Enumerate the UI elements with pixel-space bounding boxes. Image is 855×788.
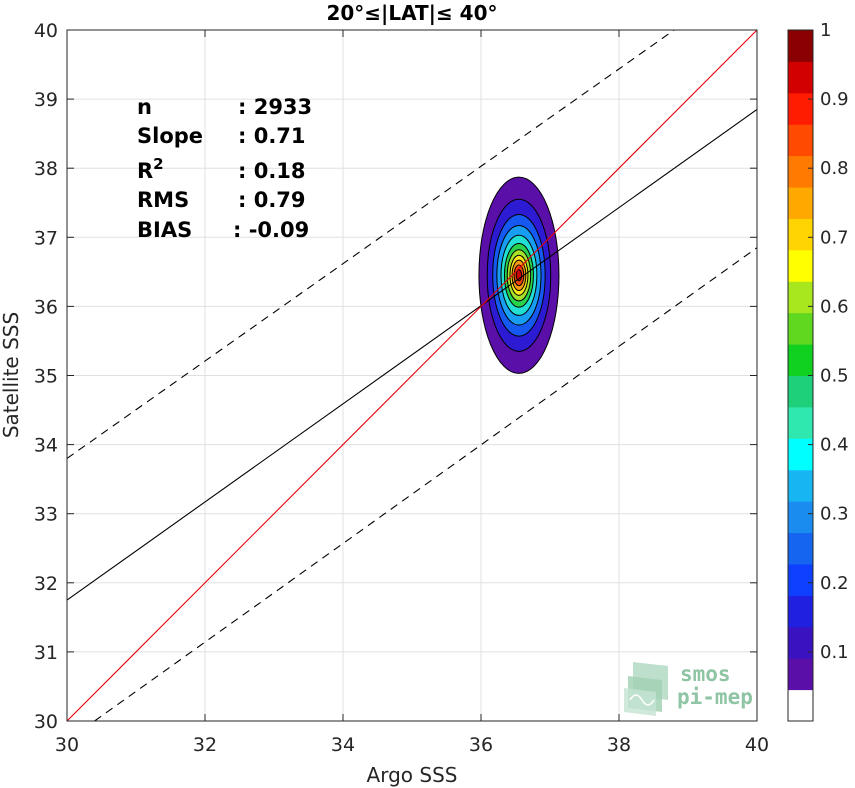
y-tick-label-8: 38 bbox=[34, 158, 58, 180]
colorbar-tick-label-9: 1 bbox=[820, 20, 831, 41]
colorbar-segment-2 bbox=[788, 626, 813, 659]
colorbar-tick-label-3: 0.4 bbox=[820, 435, 849, 456]
stat-key-4: BIAS bbox=[137, 218, 192, 242]
colorbar-segment-15 bbox=[788, 218, 813, 251]
x-tick-label-3: 36 bbox=[469, 734, 493, 756]
colorbar-tick-label-6: 0.7 bbox=[820, 227, 849, 248]
x-axis-ticks: 30 32 34 36 38 40 bbox=[55, 30, 769, 756]
logo-text-line1: smos bbox=[680, 662, 731, 686]
colorbar-segment-13 bbox=[788, 281, 813, 314]
stat-value-2: : 0.18 bbox=[238, 159, 306, 183]
colorbar-segment-4 bbox=[788, 563, 813, 596]
colorbar-segment-1 bbox=[788, 658, 813, 691]
stat-key-0: n bbox=[137, 95, 152, 119]
colorbar-segment-10 bbox=[788, 375, 813, 408]
y-tick-label-7: 37 bbox=[34, 227, 58, 249]
y-tick-label-9: 39 bbox=[34, 89, 58, 111]
y-tick-label-4: 34 bbox=[34, 435, 58, 457]
y-tick-label-5: 35 bbox=[34, 366, 58, 388]
colorbar-segment-14 bbox=[788, 249, 813, 282]
colorbar-tick-label-5: 0.6 bbox=[820, 296, 849, 317]
colorbar-tick-label-0: 0.1 bbox=[820, 642, 849, 663]
y-tick-label-6: 36 bbox=[34, 296, 58, 318]
colorbar-segment-11 bbox=[788, 344, 813, 376]
colorbar-segment-19 bbox=[788, 92, 813, 125]
regression-line bbox=[66, 109, 758, 601]
logo-text-line2: pi-mep bbox=[677, 685, 753, 709]
identity-line bbox=[66, 29, 758, 722]
stat-value-1: : 0.71 bbox=[238, 124, 306, 148]
y-axis-ticks: 30 31 32 33 34 35 36 37 38 39 40 bbox=[34, 20, 757, 733]
stat-value-0: : 2933 bbox=[238, 95, 312, 119]
stat-value-3: : 0.79 bbox=[238, 188, 306, 212]
y-axis-label: Satellite SSS bbox=[0, 312, 23, 438]
colorbar-segment-6 bbox=[788, 501, 813, 534]
smos-pi-mep-logo: smos pi-mep bbox=[624, 662, 753, 716]
chart-title: 20°≤|LAT|≤ 40° bbox=[326, 1, 497, 25]
colorbar-segment-21 bbox=[788, 30, 813, 62]
colorbar-tick-label-1: 0.2 bbox=[820, 573, 849, 594]
y-tick-label-2: 32 bbox=[34, 573, 58, 595]
y-tick-label-0: 30 bbox=[34, 711, 58, 733]
reference-lines bbox=[66, 29, 758, 722]
colorbar-segment-9 bbox=[788, 406, 813, 439]
stat-key-3: RMS bbox=[137, 188, 189, 212]
stat-value-4: : -0.09 bbox=[233, 218, 309, 242]
y-tick-label-3: 33 bbox=[34, 504, 58, 526]
colorbar-segment-20 bbox=[788, 61, 813, 94]
stat-key-superscript: 2 bbox=[153, 155, 163, 173]
x-tick-label-1: 32 bbox=[193, 734, 217, 756]
colorbar-tick-label-7: 0.8 bbox=[820, 158, 849, 179]
colorbar-segment-18 bbox=[788, 124, 813, 157]
colorbar-segment-7 bbox=[788, 469, 813, 502]
x-axis-label: Argo SSS bbox=[367, 763, 458, 787]
density-contours bbox=[478, 176, 560, 374]
colorbar-segment-3 bbox=[788, 595, 813, 628]
envelope-upper-line bbox=[66, 29, 675, 459]
colorbar-tick-label-4: 0.5 bbox=[820, 366, 849, 387]
x-tick-label-2: 34 bbox=[331, 734, 355, 756]
y-tick-label-10: 40 bbox=[34, 20, 58, 42]
colorbar: 0.1 0.2 0.3 0.4 0.5 0.6 0.7 0.8 0.9 1 bbox=[787, 20, 849, 722]
colorbar-segment-5 bbox=[788, 532, 813, 565]
x-tick-label-0: 30 bbox=[55, 734, 79, 756]
x-tick-label-5: 40 bbox=[745, 734, 769, 756]
colorbar-tick-label-8: 0.9 bbox=[820, 89, 849, 110]
stat-key-2: R2 bbox=[137, 155, 164, 183]
colorbar-segment-17 bbox=[788, 155, 813, 188]
colorbar-segment-16 bbox=[788, 187, 813, 219]
colorbar-tick-label-2: 0.3 bbox=[820, 504, 849, 525]
y-tick-label-1: 31 bbox=[34, 642, 58, 664]
colorbar-segment-0 bbox=[788, 689, 813, 722]
colorbar-segment-8 bbox=[788, 438, 813, 471]
envelope-lower-line bbox=[94, 247, 758, 722]
logo-graphic bbox=[624, 662, 668, 716]
colorbar-segment-12 bbox=[788, 312, 813, 345]
stat-key-1: Slope bbox=[137, 124, 203, 148]
statistics-box: n : 2933 Slope : 0.71 R2 : 0.18 RMS : 0.79 BIAS:… bbox=[137, 95, 312, 242]
x-tick-label-4: 38 bbox=[607, 734, 631, 756]
